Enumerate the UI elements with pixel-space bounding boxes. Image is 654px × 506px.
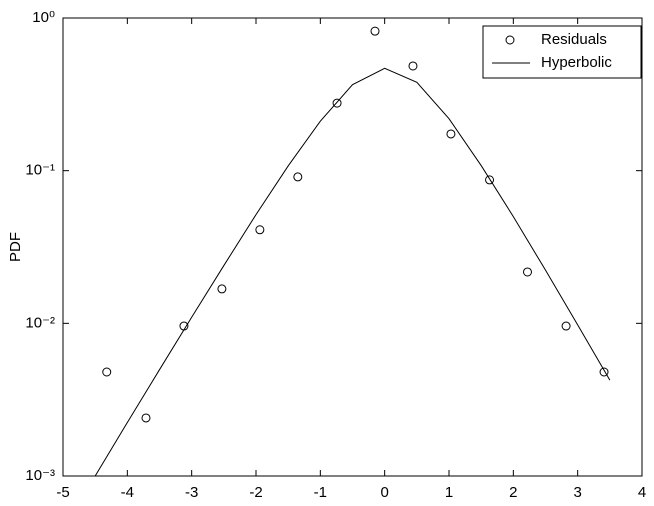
legend-label: Residuals [541, 31, 607, 48]
data-point [141, 413, 151, 423]
data-point [522, 267, 532, 277]
data-point [561, 321, 571, 331]
plot-frame [62, 17, 643, 477]
y-axis-label: PDF [7, 232, 24, 262]
data-point [485, 175, 495, 185]
data-point [599, 367, 609, 377]
data-point [332, 98, 342, 108]
data-point [217, 284, 227, 294]
y-tick-label: 10⁻³ [25, 467, 55, 484]
x-tick-label: -5 [56, 484, 69, 501]
fit-line [94, 67, 611, 477]
x-tick-label: 4 [638, 484, 646, 501]
legend-marker [505, 35, 515, 45]
x-tick-label: -3 [185, 484, 198, 501]
legend-label: Hyperbolic [541, 54, 612, 71]
x-tick-label: -1 [314, 484, 327, 501]
data-point [370, 26, 380, 36]
x-tick-label: 0 [380, 484, 388, 501]
legend-box [482, 25, 642, 79]
y-tick-label: 10⁻² [25, 314, 55, 331]
y-tick-label: 10⁰ [32, 9, 55, 26]
data-point [102, 367, 112, 377]
data-point [408, 61, 418, 71]
y-tick-label: 10⁻¹ [25, 162, 55, 179]
x-tick-label: 3 [573, 484, 581, 501]
x-tick-label: 2 [509, 484, 517, 501]
data-point [255, 225, 265, 235]
x-tick-label: 1 [445, 484, 453, 501]
x-tick-label: -2 [249, 484, 262, 501]
x-tick-label: -4 [121, 484, 134, 501]
data-point [293, 172, 303, 182]
data-point [446, 129, 456, 139]
